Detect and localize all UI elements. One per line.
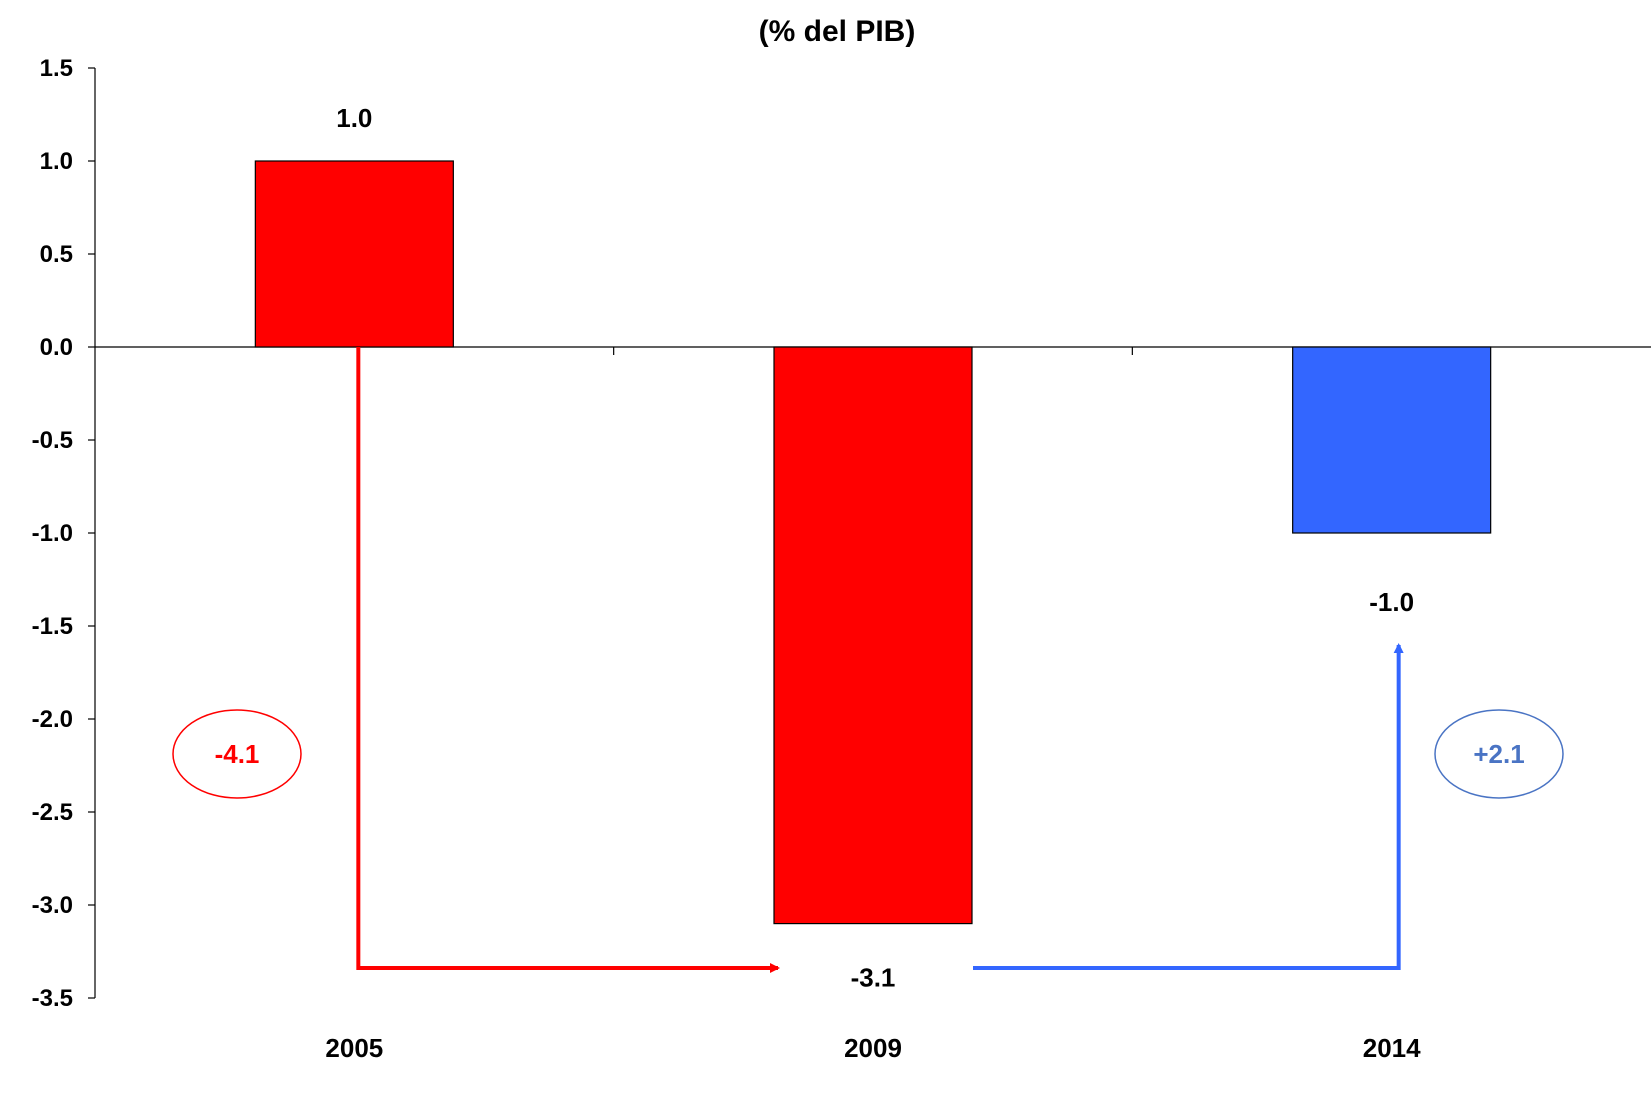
y-tick-label: 1.0 bbox=[40, 148, 73, 175]
x-tick-label: 2005 bbox=[325, 1033, 383, 1063]
annotation-label: -4.1 bbox=[215, 739, 260, 769]
y-tick-label: -1.5 bbox=[32, 613, 73, 640]
chart-title: (% del PIB) bbox=[759, 15, 916, 48]
y-tick-label: 0.5 bbox=[40, 241, 73, 268]
x-tick-label: 2009 bbox=[844, 1033, 902, 1063]
bar-2014 bbox=[1292, 346, 1492, 534]
decrease-arrow bbox=[356, 347, 780, 973]
y-tick-label: 0.0 bbox=[40, 334, 73, 361]
y-tick-label: -3.0 bbox=[32, 892, 73, 919]
x-tick-label: 2014 bbox=[1363, 1033, 1421, 1063]
increase-arrow bbox=[973, 643, 1404, 970]
data-label: -1.0 bbox=[1369, 587, 1414, 617]
y-tick-label: -0.5 bbox=[32, 427, 73, 454]
annotation-circle bbox=[1434, 709, 1564, 799]
y-tick-label: -2.0 bbox=[32, 706, 73, 733]
data-label: 1.0 bbox=[336, 103, 372, 133]
y-tick-label: 1.5 bbox=[40, 55, 73, 82]
annotation-label: +2.1 bbox=[1473, 739, 1524, 769]
y-tick-label: -1.0 bbox=[32, 520, 73, 547]
bar-2005 bbox=[254, 160, 454, 348]
annotation-circle bbox=[172, 709, 302, 799]
y-tick-label: -2.5 bbox=[32, 799, 73, 826]
bar-2009 bbox=[773, 346, 973, 925]
y-tick-label: -3.5 bbox=[32, 985, 73, 1012]
data-label: -3.1 bbox=[851, 963, 896, 993]
